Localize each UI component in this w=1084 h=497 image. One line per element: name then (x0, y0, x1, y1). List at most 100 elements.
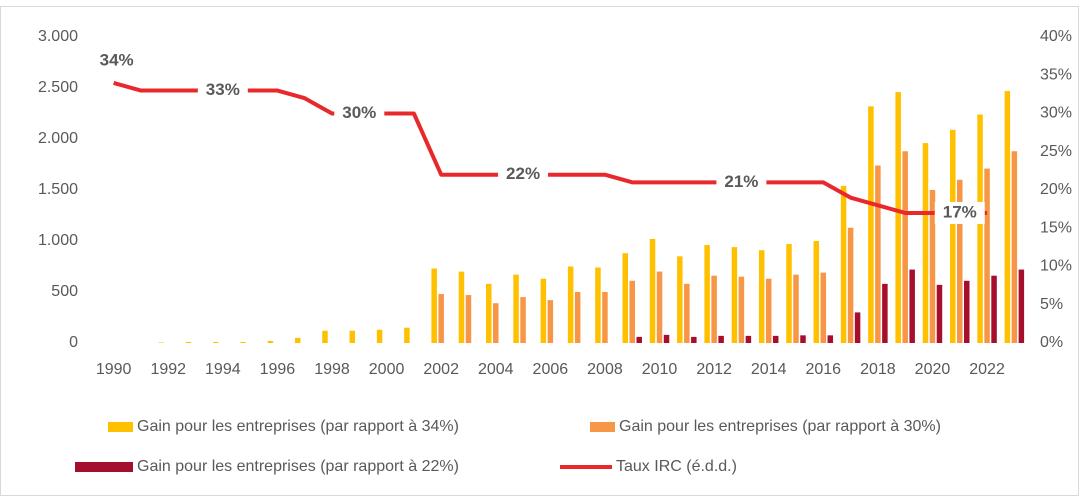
bar (458, 271, 465, 343)
bar (486, 283, 492, 343)
bar (991, 275, 997, 343)
bar (1018, 269, 1025, 343)
x-tick-label: 1992 (150, 361, 186, 378)
y2-tick-label: 30% (1040, 105, 1072, 122)
bar (977, 114, 983, 344)
bar (349, 330, 356, 343)
bar (376, 329, 383, 343)
x-tick-label: 2002 (423, 361, 459, 378)
data-label: 30% (342, 103, 376, 122)
bar (677, 256, 683, 343)
y-tick-label: 0 (69, 334, 78, 351)
bar (718, 335, 724, 343)
bar (636, 336, 642, 343)
x-tick-label: 1998 (314, 361, 350, 378)
data-label: 17% (943, 202, 977, 221)
x-tick-label: 2008 (587, 361, 623, 378)
y2-tick-label: 20% (1040, 181, 1072, 198)
y-tick-label: 2.500 (38, 79, 78, 96)
bar (909, 269, 915, 343)
bar (793, 274, 799, 343)
legend-label: Gain pour les entreprises (par rapport à… (619, 418, 941, 435)
bar (847, 227, 854, 343)
data-label-bg (716, 171, 767, 194)
bar (240, 341, 246, 343)
data-label-bg (197, 79, 248, 102)
legend-label: Taux IRC (é.d.d.) (616, 458, 737, 475)
y2-tick-label: 15% (1040, 219, 1072, 236)
bar (438, 294, 444, 343)
bar (547, 300, 554, 343)
x-tick-label: 1994 (205, 361, 241, 378)
y2-tick-label: 25% (1040, 143, 1072, 160)
y-tick-label: 1.000 (38, 232, 78, 249)
y2-tick-label: 0% (1040, 334, 1063, 351)
bar (813, 241, 820, 343)
bar (731, 247, 738, 343)
bar (185, 341, 192, 343)
y2-tick-label: 5% (1040, 296, 1063, 313)
bar (868, 106, 874, 343)
x-tick-label: 2010 (642, 361, 678, 378)
data-label-bg (334, 102, 385, 125)
bar (786, 244, 792, 343)
y-tick-label: 1.500 (38, 181, 78, 198)
x-tick-label: 2012 (696, 361, 732, 378)
legend-swatch (108, 422, 133, 432)
bar (950, 129, 956, 343)
bar (738, 276, 745, 343)
x-tick-label: 2020 (915, 361, 951, 378)
bar (294, 337, 301, 343)
bar (622, 253, 628, 343)
bar (567, 266, 574, 343)
x-tick-label: 2014 (751, 361, 787, 378)
data-label: 22% (506, 164, 540, 183)
x-tick-label: 2016 (805, 361, 841, 378)
y-tick-label: 3.000 (38, 28, 78, 45)
legend-swatch (590, 422, 615, 432)
bar (158, 342, 164, 343)
legend-swatch (75, 462, 133, 472)
data-label-bg (934, 201, 985, 224)
bar (1011, 151, 1018, 343)
data-label: 21% (724, 172, 758, 191)
legend-label: Gain pour les entreprises (par rapport à… (137, 418, 459, 435)
bar (322, 330, 328, 343)
bar (745, 335, 752, 343)
bar (957, 179, 963, 343)
bar (772, 335, 779, 343)
data-label-bg (498, 163, 549, 186)
bar (513, 274, 519, 343)
bar (691, 336, 697, 343)
bar (602, 292, 608, 343)
y-tick-label: 500 (51, 283, 78, 300)
bar (758, 250, 765, 343)
bar (520, 297, 526, 343)
y-tick-label: 2.000 (38, 130, 78, 147)
data-label: 34% (100, 50, 134, 69)
bar (629, 280, 635, 343)
y2-tick-label: 10% (1040, 258, 1072, 275)
x-tick-label: 1996 (260, 361, 296, 378)
data-label: 33% (206, 80, 240, 99)
bar (840, 185, 847, 343)
bar (595, 267, 601, 343)
bar (929, 190, 936, 343)
bar (820, 272, 827, 343)
bar (827, 335, 834, 343)
bar (882, 283, 888, 343)
line (113, 80, 988, 215)
x-tick-label: 2022 (969, 361, 1005, 378)
x-tick-label: 2006 (533, 361, 569, 378)
bar (493, 303, 499, 343)
bar (656, 271, 663, 343)
legend-label: Gain pour les entreprises (par rapport à… (137, 458, 459, 475)
bar (984, 168, 990, 343)
bar (431, 268, 437, 343)
bar (895, 92, 901, 343)
y2-tick-label: 35% (1040, 66, 1072, 83)
bar (936, 284, 943, 343)
bar (267, 340, 274, 343)
